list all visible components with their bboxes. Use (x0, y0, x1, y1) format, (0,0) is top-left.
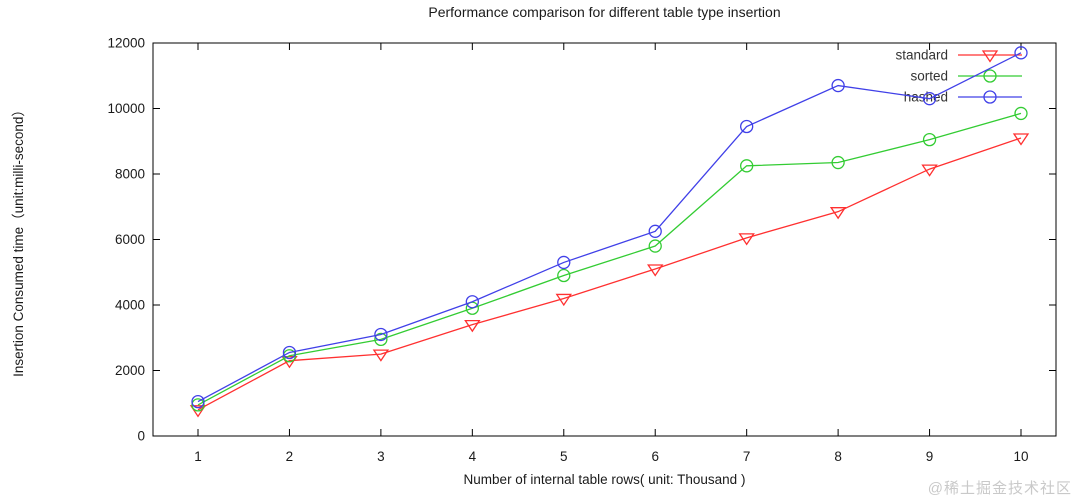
watermark: @稀土掘金技术社区 (927, 480, 1072, 497)
x-axis-label: Number of internal table rows( unit: Tho… (463, 472, 746, 487)
x-tick-label: 8 (834, 449, 842, 464)
legend-marker-sorted (983, 69, 997, 83)
series-standard-marker (647, 264, 664, 277)
series-sorted-marker (740, 159, 754, 173)
series-hashed-marker (557, 255, 571, 270)
series-sorted-marker (191, 398, 205, 412)
chart-title: Performance comparison for different tab… (428, 4, 781, 20)
series-standard-marker (189, 405, 207, 418)
series-standard-marker (281, 356, 298, 369)
x-tick-label: 10 (1013, 449, 1028, 464)
legend-marker-standard (981, 50, 999, 63)
series-standard-marker (555, 293, 572, 307)
y-tick-label: 0 (137, 429, 145, 444)
series-sorted-line (197, 112, 1022, 406)
series-standard-marker (372, 349, 390, 362)
y-axis-label: Insertion Consumed time（unit:milli-secon… (11, 103, 26, 377)
x-tick-label: 4 (469, 449, 477, 464)
x-tick-label: 9 (926, 449, 934, 464)
series-standard-marker (464, 319, 481, 333)
series-sorted-marker (557, 268, 571, 283)
series-hashed-marker (465, 295, 479, 309)
series-hashed-marker (648, 224, 662, 238)
legend-label-sorted: sorted (910, 69, 948, 84)
x-tick-label: 3 (377, 449, 385, 464)
y-tick-label: 4000 (115, 298, 145, 313)
series-sorted-marker (1014, 106, 1028, 121)
x-tick-label: 7 (743, 449, 751, 464)
y-tick-label: 6000 (115, 232, 145, 247)
series-hashed-marker (374, 327, 388, 342)
series-sorted-marker (648, 239, 662, 253)
series-hashed-marker (1014, 46, 1028, 60)
series-standard-line (197, 137, 1022, 411)
x-tick-label: 2 (286, 449, 294, 464)
series-standard-marker (921, 164, 938, 177)
x-tick-label: 1 (194, 449, 202, 464)
y-tick-label: 12000 (107, 36, 145, 51)
y-tick-label: 2000 (115, 363, 145, 378)
series-hashed-marker (831, 78, 845, 93)
series-standard-marker (738, 233, 755, 246)
series-standard-marker (829, 207, 847, 220)
series-hashed-marker (191, 394, 205, 409)
x-tick-label: 6 (651, 449, 659, 464)
series-hashed-marker (922, 92, 937, 106)
legend-marker-hashed (983, 90, 997, 104)
series-sorted-marker (374, 332, 388, 347)
series-hashed-line (197, 52, 1022, 403)
legend-label-hashed: hashed (904, 90, 948, 105)
y-tick-label: 10000 (107, 101, 145, 116)
series-sorted-marker (831, 155, 845, 170)
series-standard-marker (1012, 133, 1030, 146)
legend-label-standard: standard (895, 48, 948, 63)
series-sorted-marker (922, 132, 937, 147)
x-tick-label: 5 (560, 449, 568, 464)
series-hashed-marker (282, 345, 297, 360)
y-tick-label: 8000 (115, 167, 145, 182)
series-hashed-marker (740, 119, 754, 134)
